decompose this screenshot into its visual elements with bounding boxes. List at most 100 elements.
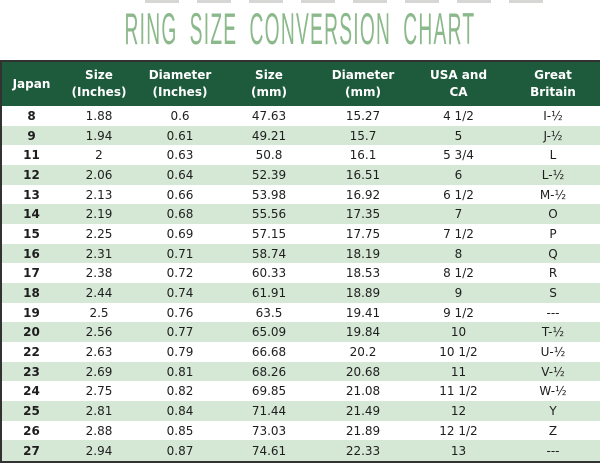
cell-diameter-inches: 0.76 xyxy=(166,305,194,320)
cell-diameter-mm: 20.2 xyxy=(349,344,377,359)
cell-great-britain: I-½ xyxy=(543,108,563,123)
cell-great-britain: O xyxy=(548,207,558,222)
cell-size-mm: 60.33 xyxy=(251,266,287,281)
cell-diameter-mm: 18.53 xyxy=(345,266,381,281)
cell-great-britain: --- xyxy=(546,443,560,458)
cell-japan: 27 xyxy=(23,443,40,458)
cell-size-mm: 55.56 xyxy=(251,207,287,222)
cell-diameter-inches: 0.66 xyxy=(166,187,194,202)
cell-diameter-mm: 20.68 xyxy=(345,364,381,379)
table-row: 12 2.06 0.64 52.39 16.51 6 L-½ xyxy=(1,165,600,185)
cell-japan: 24 xyxy=(23,384,40,399)
table-row: 11 2 0.63 50.8 16.1 5 3/4 L xyxy=(1,145,600,166)
cell-diameter-mm: 21.49 xyxy=(345,403,381,418)
cell-great-britain: P xyxy=(549,226,557,241)
table-row: 19 2.5 0.76 63.5 19.41 9 1/2 --- xyxy=(1,302,600,323)
column-header-japan: Japan xyxy=(1,61,61,106)
cell-great-britain: W-½ xyxy=(539,384,567,399)
cell-diameter-mm: 22.33 xyxy=(345,443,381,458)
cell-japan: 11 xyxy=(23,148,40,163)
cell-size-inches: 2.44 xyxy=(85,285,113,300)
table-row: 16 2.31 0.71 58.74 18.19 8 Q xyxy=(1,243,600,264)
cell-size-mm: 47.63 xyxy=(251,108,287,123)
cell-size-inches: 2.75 xyxy=(85,384,113,399)
cell-usa-ca: 10 xyxy=(450,325,467,340)
table-row: 23 2.69 0.81 68.26 20.68 11 V-½ xyxy=(1,361,600,382)
cell-usa-ca: 11 xyxy=(450,364,467,379)
cell-great-britain: L-½ xyxy=(541,167,565,182)
cell-japan: 9 xyxy=(27,128,36,143)
cell-great-britain: R xyxy=(548,266,558,281)
table-row: 25 2.81 0.84 71.44 21.49 12 Y xyxy=(1,401,600,421)
cell-diameter-inches: 0.81 xyxy=(166,364,194,379)
cell-usa-ca: 12 xyxy=(450,403,467,418)
cell-usa-ca: 4 1/2 xyxy=(443,108,474,123)
cell-diameter-inches: 0.84 xyxy=(166,403,194,418)
column-header-size-inches: Size (Inches) xyxy=(61,61,137,106)
cell-diameter-inches: 0.74 xyxy=(166,285,194,300)
cell-diameter-inches: 0.61 xyxy=(166,128,194,143)
table-row: 13 2.13 0.66 53.98 16.92 6 1/2 M-½ xyxy=(1,184,600,205)
cell-size-mm: 71.44 xyxy=(251,403,287,418)
cropped-edge-artifact xyxy=(145,0,550,3)
cell-japan: 19 xyxy=(23,305,40,320)
cell-diameter-inches: 0.87 xyxy=(166,443,194,458)
column-header-size-mm: Size (mm) xyxy=(223,61,315,106)
cell-size-inches: 2.19 xyxy=(85,207,113,222)
cell-size-inches: 1.94 xyxy=(85,128,113,143)
cell-japan: 22 xyxy=(23,344,40,359)
cell-usa-ca: 6 xyxy=(454,167,463,182)
cell-size-mm: 68.26 xyxy=(251,364,287,379)
table-header: Japan Size (Inches) Diameter (Inches) Size … xyxy=(1,61,600,106)
table-row: 14 2.19 0.68 55.56 17.35 7 O xyxy=(1,204,600,225)
header-row: Japan Size (Inches) Diameter (Inches) Size … xyxy=(1,61,600,106)
cell-usa-ca: 8 xyxy=(454,246,463,261)
cell-size-inches: 2.25 xyxy=(85,226,113,241)
cell-diameter-mm: 16.51 xyxy=(345,167,381,182)
cell-japan: 23 xyxy=(23,364,40,379)
cell-size-mm: 50.8 xyxy=(255,148,283,163)
cell-usa-ca: 5 3/4 xyxy=(443,148,474,163)
cell-size-inches: 2.81 xyxy=(85,403,113,418)
cell-japan: 18 xyxy=(23,285,40,300)
cell-diameter-inches: 0.6 xyxy=(170,108,190,123)
cell-size-inches: 2.38 xyxy=(85,266,113,281)
cell-usa-ca: 9 xyxy=(454,285,463,300)
cell-diameter-inches: 0.69 xyxy=(166,226,194,241)
cell-diameter-inches: 0.82 xyxy=(166,384,194,399)
cell-japan: 20 xyxy=(23,325,40,340)
cell-diameter-mm: 18.89 xyxy=(345,285,381,300)
table-row: 8 1.88 0.6 47.63 15.27 4 1/2 I-½ xyxy=(1,106,600,126)
cell-size-inches: 2.5 xyxy=(89,305,109,320)
cell-great-britain: M-½ xyxy=(539,187,567,202)
cell-japan: 14 xyxy=(23,207,40,222)
cell-diameter-mm: 21.89 xyxy=(345,423,381,438)
cell-size-mm: 65.09 xyxy=(251,325,287,340)
table-row: 17 2.38 0.72 60.33 18.53 8 1/2 R xyxy=(1,263,600,284)
title-band: RING SIZE CONVERSION CHART xyxy=(0,0,600,60)
cell-diameter-mm: 21.08 xyxy=(345,384,381,399)
cell-size-mm: 73.03 xyxy=(251,423,287,438)
cell-usa-ca: 13 xyxy=(450,443,467,458)
cell-diameter-mm: 19.41 xyxy=(345,305,381,320)
table-row: 15 2.25 0.69 57.15 17.75 7 1/2 P xyxy=(1,224,600,244)
column-header-diameter-mm: Diameter (mm) xyxy=(315,61,411,106)
cell-size-mm: 52.39 xyxy=(251,167,287,182)
cell-japan: 25 xyxy=(23,403,40,418)
cell-size-inches: 2.31 xyxy=(85,246,113,261)
cell-diameter-mm: 16.92 xyxy=(345,187,381,202)
cell-diameter-mm: 17.35 xyxy=(345,207,381,222)
cell-size-inches: 2 xyxy=(95,148,103,163)
cell-great-britain: Z xyxy=(548,423,558,438)
cell-size-inches: 1.88 xyxy=(85,108,113,123)
cell-japan: 26 xyxy=(23,423,40,438)
cell-size-inches: 2.13 xyxy=(85,187,113,202)
cell-diameter-inches: 0.77 xyxy=(166,325,194,340)
cell-diameter-inches: 0.85 xyxy=(166,423,194,438)
cell-size-inches: 2.56 xyxy=(85,325,113,340)
cell-great-britain: L xyxy=(549,148,557,163)
table-body: 8 1.88 0.6 47.63 15.27 4 1/2 I-½ 9 1.94 0.61 49.21… xyxy=(1,106,600,462)
cell-diameter-mm: 15.27 xyxy=(345,108,381,123)
cell-great-britain: Y xyxy=(549,403,557,418)
